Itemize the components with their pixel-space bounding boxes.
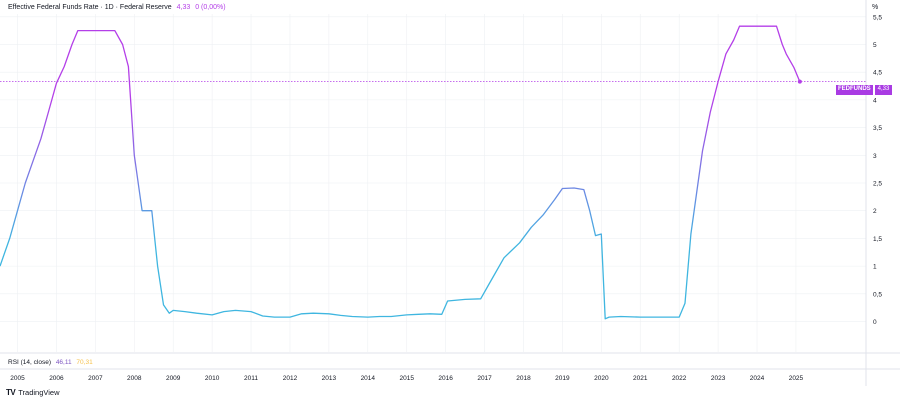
y-tick-label: 0,5: [873, 291, 882, 298]
x-tick-label: 2012: [283, 375, 298, 382]
series-legend[interactable]: Effective Federal Funds Rate · 1D · Fede…: [8, 4, 226, 11]
x-tick-label: 2006: [49, 375, 64, 382]
x-tick-label: 2023: [711, 375, 726, 382]
y-tick-label: 3,5: [873, 125, 882, 132]
rsi-legend[interactable]: RSI (14, close) 46,11 70,31: [8, 359, 93, 366]
x-tick-label: 2014: [361, 375, 376, 382]
axis-unit: %: [872, 4, 879, 11]
price-tag-symbol: FEDFUNDS: [836, 85, 873, 95]
x-tick-label: 2018: [516, 375, 531, 382]
y-tick-label: 5: [873, 42, 877, 49]
y-tick-label: 0: [873, 319, 877, 326]
x-tick-label: 2007: [88, 375, 103, 382]
x-tick-label: 2025: [789, 375, 804, 382]
tradingview-logo-icon: TV: [6, 388, 16, 397]
x-tick-label: 2013: [322, 375, 337, 382]
rsi-value-2: 70,31: [76, 359, 93, 366]
time-axis[interactable]: 2005 2006 2007 2008 2009 2010 2011 2012 2013 2014…: [10, 375, 803, 382]
last-point-marker: [797, 79, 802, 84]
x-tick-label: 2021: [633, 375, 648, 382]
x-tick-label: 2019: [555, 375, 570, 382]
y-tick-label: 3: [873, 153, 877, 160]
x-tick-label: 2009: [166, 375, 181, 382]
y-tick-label: 1: [873, 264, 877, 271]
y-tick-label: 2: [873, 208, 877, 215]
price-tag: FEDFUNDS 4,33: [836, 85, 893, 95]
y-tick-label: 4,5: [873, 70, 882, 77]
x-tick-label: 2017: [477, 375, 492, 382]
price-tag-value: 4,33: [874, 85, 893, 95]
series-line-fedfunds[interactable]: [0, 25, 801, 320]
x-tick-label: 2020: [594, 375, 609, 382]
x-tick-label: 2011: [244, 375, 258, 382]
x-tick-label: 2005: [10, 375, 25, 382]
y-tick-label: 4: [873, 97, 877, 104]
x-tick-label: 2015: [399, 375, 414, 382]
x-tick-label: 2010: [205, 375, 220, 382]
x-tick-label: 2008: [127, 375, 142, 382]
x-tick-label: 2022: [672, 375, 687, 382]
x-tick-label: 2016: [438, 375, 453, 382]
rsi-value-1: 46,11: [55, 359, 72, 366]
brand-name: TradingView: [18, 388, 60, 397]
y-tick-label: 2,5: [873, 181, 882, 188]
last-value: 4,33: [176, 4, 191, 11]
grid-lines: [0, 14, 866, 352]
price-axis[interactable]: 0 0,5 1 1,5 2 2,5 3 3,5 4 4,5 5 5,5: [873, 14, 882, 326]
y-tick-label: 1,5: [873, 236, 882, 243]
series-title: Effective Federal Funds Rate · 1D · Fede…: [8, 4, 172, 11]
y-tick-label: 5,5: [873, 14, 882, 21]
change-value: 0 (0,00%): [195, 4, 226, 11]
rsi-label: RSI (14, close): [8, 359, 51, 366]
x-tick-label: 2024: [750, 375, 765, 382]
tradingview-brand[interactable]: TV TradingView: [6, 388, 60, 397]
